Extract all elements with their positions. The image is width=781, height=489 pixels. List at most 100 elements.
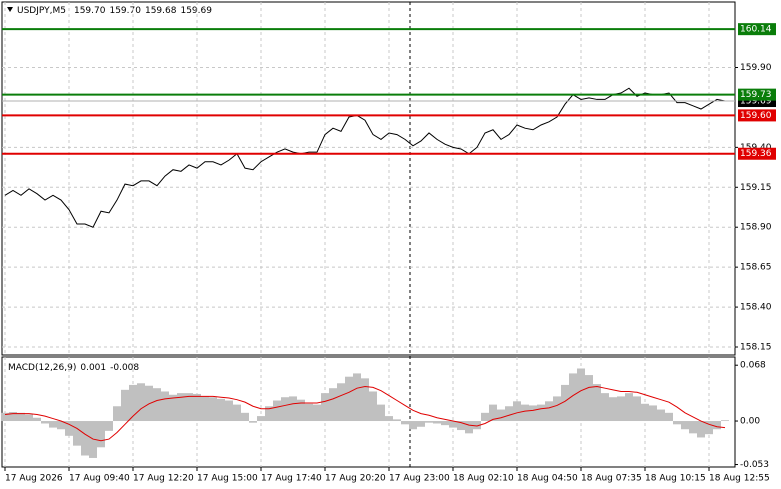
open: 159.70 (74, 6, 106, 16)
x-tick-label: 18 Aug 07:35 (581, 474, 642, 484)
macd-bar (97, 421, 105, 448)
macd-bar (481, 412, 489, 422)
level-box (738, 23, 776, 36)
macd-bar (657, 409, 665, 422)
x-tick-label: 17 Aug 15:00 (197, 474, 258, 484)
macd-value: 0.001 (80, 363, 106, 373)
x-tick-label: 17 Aug 23:00 (389, 474, 450, 484)
macd-bar (209, 397, 217, 422)
macd-bar (281, 397, 289, 422)
macd-bar (545, 401, 553, 422)
macd-bar (441, 421, 449, 426)
macd-bar (17, 412, 25, 422)
macd-bar (369, 391, 377, 422)
symbol: USDJPY,M5 (17, 6, 66, 16)
macd-bar (721, 420, 729, 422)
macd-bar (713, 421, 721, 430)
x-tick-label: 18 Aug 04:50 (517, 474, 578, 484)
macd-bar (81, 421, 89, 456)
macd-bar (337, 383, 345, 422)
macd-bar (673, 421, 681, 425)
macd-bar (169, 394, 177, 422)
low: 159.68 (145, 6, 177, 16)
level-label: 159.36 (740, 149, 772, 159)
macd-bar (249, 421, 257, 423)
menu-icon (7, 7, 13, 12)
macd-bar (633, 396, 641, 422)
macd-bar (1, 412, 9, 422)
macd-bar (649, 405, 657, 422)
macd-bar (321, 393, 329, 422)
macd-bar (177, 393, 185, 422)
macd-bar (593, 384, 601, 422)
macd-bar (553, 396, 561, 422)
macd-bar (361, 378, 369, 422)
high: 159.70 (109, 6, 141, 16)
y-tick-label: 159.90 (740, 63, 772, 73)
macd-bar (273, 400, 281, 422)
macd-bar (33, 417, 41, 422)
y-tick-label: 159.15 (740, 183, 772, 193)
macd-bar (401, 421, 409, 425)
macd-bar (385, 416, 393, 422)
macd-bar (601, 393, 609, 422)
macd-bar (505, 406, 513, 422)
level-box (738, 147, 776, 160)
level-label: 159.73 (740, 90, 772, 100)
macd-bar (625, 393, 633, 422)
macd-bar (201, 396, 209, 422)
macd-title: MACD(12,26,9) (8, 363, 76, 373)
x-tick-label: 17 Aug 20:20 (325, 474, 386, 484)
macd-bar (377, 404, 385, 422)
y-tick-label: 0.00 (740, 417, 760, 427)
price-line (4, 87, 726, 228)
macd-bar (73, 421, 81, 446)
macd-bar (665, 412, 673, 422)
x-tick-label: 18 Aug 12:55 (709, 474, 770, 484)
level-box (738, 88, 776, 101)
macd-bar (105, 421, 113, 431)
macd-bar (297, 399, 305, 422)
level-label: 159.60 (740, 111, 772, 121)
macd-bar (513, 401, 521, 422)
macd-bar (641, 403, 649, 422)
macd-bar (497, 409, 505, 422)
macd-bar (409, 421, 417, 430)
macd-bar (689, 421, 697, 434)
macd-bar (489, 404, 497, 422)
macd-bar (417, 421, 425, 427)
macd-bar (345, 376, 353, 422)
y-tick-label: 158.15 (740, 343, 772, 353)
macd-bar (185, 393, 193, 422)
macd-bar (353, 373, 361, 422)
macd-bar (617, 396, 625, 422)
level-box (738, 109, 776, 122)
macd-bar (465, 421, 473, 434)
macd-bar (49, 421, 57, 428)
y-tick-label: -0.053 (740, 460, 769, 470)
macd-bar (217, 398, 225, 422)
macd-header: MACD(12,26,9) 0.001 -0.008 (8, 363, 139, 373)
macd-bar (225, 400, 233, 422)
macd-bar (529, 405, 537, 422)
macd-bar (425, 421, 433, 423)
y-tick-label: 158.40 (740, 303, 772, 313)
macd-bar (457, 421, 465, 431)
macd-bar (193, 393, 201, 422)
macd-bar (265, 406, 273, 422)
macd-bar (569, 373, 577, 422)
x-tick-label: 17 Aug 2026 (5, 474, 63, 484)
macd-bar (113, 406, 121, 422)
macd-bar (697, 421, 705, 438)
signal-line (4, 386, 726, 442)
y-tick-label: 0.068 (740, 361, 766, 371)
y-tick-label: 158.65 (740, 263, 772, 273)
macd-bar (393, 419, 401, 422)
macd-bar (313, 404, 321, 422)
macd-bar (129, 384, 137, 422)
macd-bar (577, 368, 585, 422)
y-tick-label: 158.90 (740, 223, 772, 233)
header: USDJPY,M5 159.70 159.70 159.68 159.69 (17, 6, 212, 16)
last-price-label: 159.69 (740, 97, 772, 107)
